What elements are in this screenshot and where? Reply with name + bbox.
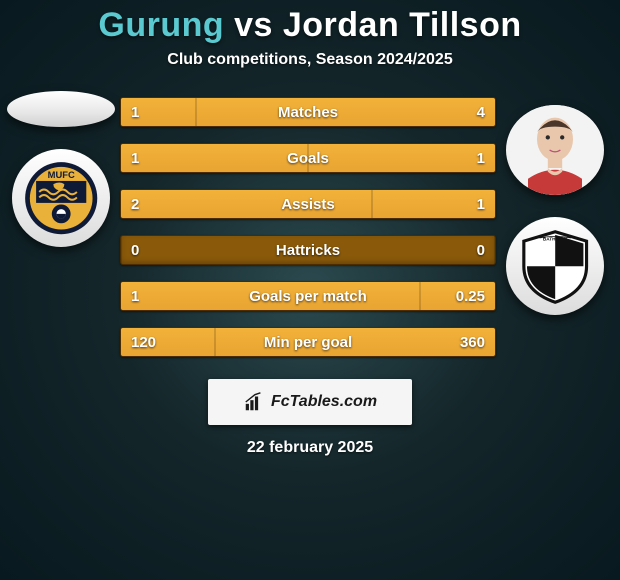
bar-value-right: 0.25 <box>456 288 495 305</box>
bar-row-hattricks: 0 Hattricks 0 <box>120 235 496 265</box>
avatar-player-2 <box>506 105 604 195</box>
bar-label: Hattricks <box>121 242 495 259</box>
bathcity-crest-icon: BATH CITY <box>516 227 594 305</box>
title-player-1: Gurung <box>98 6 224 44</box>
bar-value-right: 0 <box>477 242 495 259</box>
content-wrap: Gurung vs Jordan Tillson Club competitio… <box>0 0 620 580</box>
footer-badge: FcTables.com <box>208 379 412 425</box>
club-crest-player-2: BATH CITY <box>506 217 604 315</box>
bar-row-goals: 1 Goals 1 <box>120 143 496 173</box>
bar-value-right: 1 <box>477 196 495 213</box>
bar-row-matches: 1 Matches 4 <box>120 97 496 127</box>
maidstone-crest-icon: MUFC <box>22 159 100 237</box>
bar-label: Matches <box>121 104 495 121</box>
bar-label: Assists <box>121 196 495 213</box>
stats-bars: 1 Matches 4 1 Goals 1 2 Assists 1 <box>120 91 496 357</box>
svg-text:BATH CITY: BATH CITY <box>543 236 569 241</box>
footer-date: 22 february 2025 <box>0 439 620 457</box>
face-placeholder-icon <box>506 105 604 195</box>
club-crest-player-1: MUFC <box>12 149 110 247</box>
main-row: MUFC 1 Matches 4 <box>0 91 620 357</box>
svg-text:MUFC: MUFC <box>47 169 74 180</box>
subtitle: Club competitions, Season 2024/2025 <box>0 51 620 69</box>
bar-value-right: 1 <box>477 150 495 167</box>
bar-label: Min per goal <box>121 334 495 351</box>
left-side: MUFC <box>6 91 116 247</box>
title-vs: vs <box>234 6 273 44</box>
bar-row-gpm: 1 Goals per match 0.25 <box>120 281 496 311</box>
bar-value-right: 360 <box>460 334 495 351</box>
bar-value-right: 4 <box>477 104 495 121</box>
bar-label: Goals <box>121 150 495 167</box>
footer-site: FcTables.com <box>271 393 377 411</box>
bar-label: Goals per match <box>121 288 495 305</box>
page-title: Gurung vs Jordan Tillson <box>0 6 620 45</box>
fctables-logo-icon <box>243 391 265 413</box>
bar-row-mpg: 120 Min per goal 360 <box>120 327 496 357</box>
right-side: BATH CITY <box>500 91 610 315</box>
title-player-2: Jordan Tillson <box>283 6 522 44</box>
bar-row-assists: 2 Assists 1 <box>120 189 496 219</box>
avatar-player-1 <box>7 91 115 127</box>
